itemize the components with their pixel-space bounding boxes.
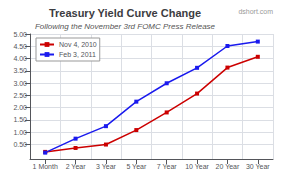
svg-text:Feb 3, 2011: Feb 3, 2011	[59, 51, 96, 58]
svg-text:3.50: 3.50	[13, 67, 27, 74]
svg-text:7 Year: 7 Year	[157, 163, 178, 170]
svg-text:Treasury Yield Curve Change: Treasury Yield Curve Change	[49, 7, 201, 19]
svg-text:1.50: 1.50	[13, 116, 27, 123]
svg-text:dshort.com: dshort.com	[238, 8, 273, 15]
svg-text:10 Year: 10 Year	[185, 163, 209, 170]
svg-text:30 Year: 30 Year	[246, 163, 270, 170]
svg-text:20 Year: 20 Year	[216, 163, 240, 170]
svg-text:5 Year: 5 Year	[126, 163, 147, 170]
svg-text:2 Year: 2 Year	[66, 163, 87, 170]
svg-text:0.50: 0.50	[13, 141, 27, 148]
svg-text:2.00: 2.00	[13, 104, 27, 111]
svg-text:4.50: 4.50	[13, 43, 27, 50]
svg-text:1 Month: 1 Month	[33, 163, 58, 170]
svg-text:5.00: 5.00	[13, 31, 27, 38]
svg-text:1.00: 1.00	[13, 129, 27, 136]
svg-text:4.00: 4.00	[13, 55, 27, 62]
svg-text:3 Year: 3 Year	[96, 163, 117, 170]
svg-text:3.00: 3.00	[13, 80, 27, 87]
svg-text:Nov 4, 2010: Nov 4, 2010	[59, 41, 97, 48]
svg-text:2.50: 2.50	[13, 92, 27, 99]
svg-text:Following the November 3rd FOM: Following the November 3rd FOMC Press Re…	[35, 22, 216, 31]
